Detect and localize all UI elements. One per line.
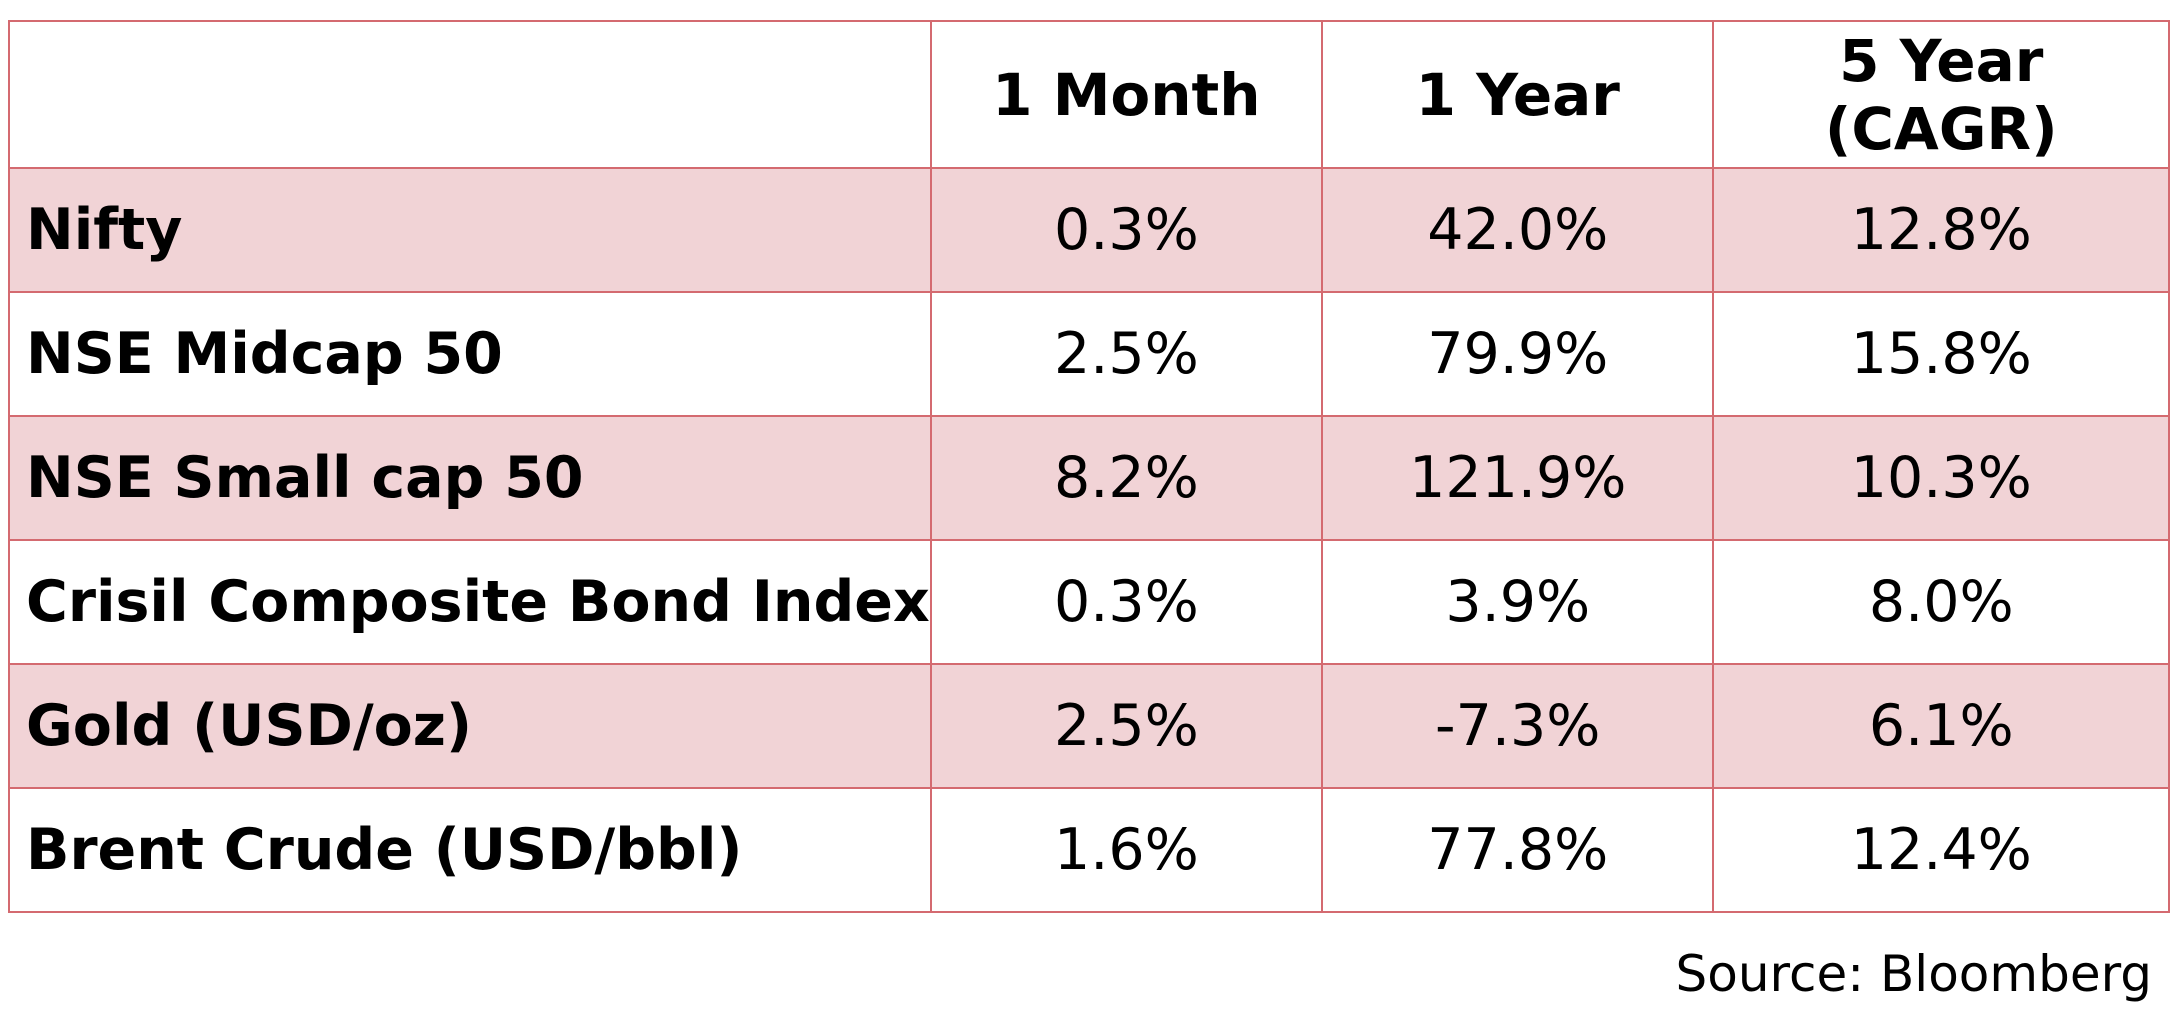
row-label: Crisil Composite Bond Index (8, 539, 932, 665)
cell-1-month: 2.5% (929, 291, 1324, 417)
cell-5-year: 12.8% (1712, 167, 2170, 293)
returns-table: 1 Month 1 Year 5 Year (CAGR) Nifty 0.3% … (8, 20, 2170, 913)
cell-1-year: -7.3% (1321, 663, 1715, 789)
header-cell-1-year: 1 Year (1321, 20, 1715, 169)
cell-1-year: 77.8% (1321, 787, 1715, 913)
source-note: Source: Bloomberg (1675, 945, 2152, 1003)
cell-5-year: 12.4% (1712, 787, 2170, 913)
table-header-row: 1 Month 1 Year 5 Year (CAGR) (8, 20, 2170, 169)
header-cell-blank (8, 20, 932, 169)
table-row: Brent Crude (USD/bbl) 1.6% 77.8% 12.4% (8, 787, 2170, 913)
table-row: Gold (USD/oz) 2.5% -7.3% 6.1% (8, 663, 2170, 789)
cell-1-year: 42.0% (1321, 167, 1715, 293)
row-label: NSE Small cap 50 (8, 415, 932, 541)
row-label: Brent Crude (USD/bbl) (8, 787, 932, 913)
cell-1-year: 121.9% (1321, 415, 1715, 541)
cell-5-year: 8.0% (1712, 539, 2170, 665)
cell-1-month: 2.5% (929, 663, 1324, 789)
table-row: NSE Small cap 50 8.2% 121.9% 10.3% (8, 415, 2170, 541)
row-label: Gold (USD/oz) (8, 663, 932, 789)
cell-1-month: 1.6% (929, 787, 1324, 913)
cell-1-month: 8.2% (929, 415, 1324, 541)
row-label: Nifty (8, 167, 932, 293)
header-cell-1-month: 1 Month (929, 20, 1324, 169)
cell-5-year: 15.8% (1712, 291, 2170, 417)
row-label: NSE Midcap 50 (8, 291, 932, 417)
table-row: NSE Midcap 50 2.5% 79.9% 15.8% (8, 291, 2170, 417)
table-row: Crisil Composite Bond Index 0.3% 3.9% 8.… (8, 539, 2170, 665)
cell-1-year: 79.9% (1321, 291, 1715, 417)
table-row: Nifty 0.3% 42.0% 12.8% (8, 167, 2170, 293)
cell-1-year: 3.9% (1321, 539, 1715, 665)
cell-1-month: 0.3% (929, 539, 1324, 665)
cell-5-year: 10.3% (1712, 415, 2170, 541)
cell-1-month: 0.3% (929, 167, 1324, 293)
cell-5-year: 6.1% (1712, 663, 2170, 789)
header-cell-5-year-cagr: 5 Year (CAGR) (1712, 20, 2170, 169)
